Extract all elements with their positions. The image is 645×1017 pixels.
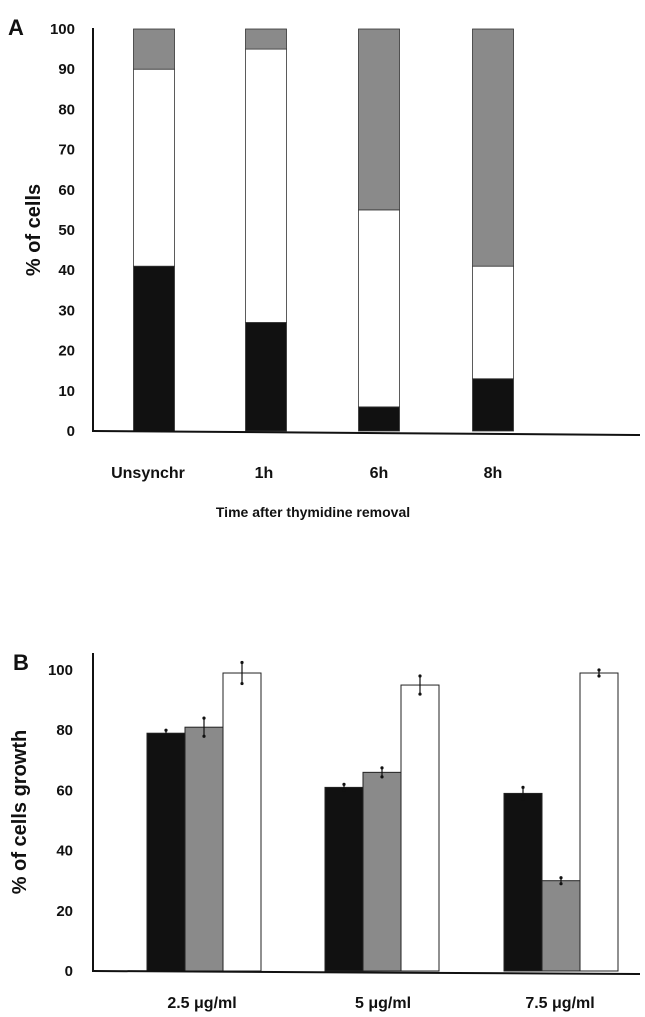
chart-b-error-cap [240, 681, 244, 686]
chart-b-error-cap [597, 674, 601, 678]
chart-a-bar-segment [133, 68, 175, 267]
chart-a-y-axis-title: % of cells [23, 184, 45, 276]
chart-b-error-cap [164, 728, 168, 732]
chart-a-x-axis [92, 430, 641, 436]
chart-b-bars [146, 672, 619, 972]
chart-b-error-bars [164, 660, 601, 886]
chart-a-y-tick-label: 80 [58, 101, 75, 118]
chart-b-bar [324, 786, 364, 972]
chart-b-x-axis [92, 970, 641, 975]
chart-b-bar [400, 684, 440, 972]
chart-a-bar-segment [245, 48, 287, 323]
chart-b-x-tick-label: 7.5 μg/ml [525, 995, 594, 1012]
chart-b-error-cap [202, 716, 206, 720]
chart-b-y-tick-label: 40 [56, 843, 73, 860]
chart-b-error-cap [559, 876, 563, 880]
chart-b-x-tick-label: 2.5 μg/ml [167, 995, 236, 1012]
chart-b-bar [503, 792, 543, 972]
chart-b-panel-label: B [13, 650, 29, 675]
chart-a-y-tick-label: 0 [67, 423, 75, 440]
chart-b-y-tick-label: 0 [65, 963, 73, 980]
chart-b-error-cap [342, 782, 346, 786]
chart-a-bar-segment [472, 265, 514, 380]
chart-a-bar-segment [472, 378, 514, 432]
chart-a-bar-segment [472, 28, 514, 267]
chart-b-error-cap [521, 797, 525, 802]
chart-b-y-tick-labels: 0 20 40 60 80 100 [48, 662, 73, 980]
chart-b-error-cap [521, 785, 525, 789]
chart-b-bar [541, 880, 581, 972]
chart-a-bar-segment [133, 28, 175, 70]
chart-b-bar [184, 726, 224, 972]
chart-a-bar-segment [358, 28, 400, 211]
chart-a-y-tick-label: 70 [58, 142, 75, 159]
chart-a-bars [133, 28, 514, 432]
chart-b-error-cap [240, 660, 244, 665]
chart-b-error-cap [380, 766, 384, 770]
chart-a-y-tick-label: 90 [58, 61, 75, 78]
chart-b-bar [579, 672, 619, 972]
chart-b-error-cap [380, 775, 384, 779]
chart-a-y-tick-label: 100 [50, 21, 75, 38]
chart-a-x-axis-title: Time after thymidine removal [216, 504, 410, 520]
chart-a-bar-segment [358, 209, 400, 408]
chart-b-bar [362, 771, 402, 972]
chart-a-panel-label: A [8, 15, 24, 40]
chart-b-y-tick-label: 20 [56, 903, 73, 920]
chart-b-x-tick-label: 5 μg/ml [355, 995, 411, 1012]
chart-a-bar-segment [245, 28, 287, 50]
chart-b-y-axis-title: % of cells growth [9, 730, 31, 894]
chart-b-error-cap [597, 668, 601, 672]
chart-b-y-tick-label: 100 [48, 662, 73, 679]
chart-b-y-tick-label: 80 [56, 722, 73, 739]
chart-a-y-tick-label: 40 [58, 262, 75, 279]
chart-b-error-cap [559, 882, 563, 886]
chart-a-x-tick-label: 6h [370, 465, 389, 482]
chart-b: B 0 20 40 60 80 100 2.5 μg/ml 5 μg/ml 7.5 μg/ml… [9, 650, 641, 1012]
chart-b-error-cap [418, 692, 422, 696]
chart-a-y-tick-label: 20 [58, 343, 75, 360]
chart-a-x-tick-label: 1h [255, 465, 274, 482]
chart-a-bar-segment [358, 406, 400, 432]
chart-b-bar [222, 672, 262, 972]
chart-b-error-cap [342, 788, 346, 793]
chart-b-y-tick-label: 60 [56, 782, 73, 799]
chart-b-error-cap [164, 734, 168, 738]
chart-a-x-tick-labels: Unsynchr 1h 6h 8h [111, 465, 502, 482]
chart-a-bar-segment [245, 322, 287, 432]
chart-a-y-tick-label: 30 [58, 302, 75, 319]
chart-a-x-tick-label: Unsynchr [111, 465, 185, 482]
chart-a-y-tick-labels: 0 10 20 30 40 50 60 70 80 90 100 [50, 21, 75, 440]
chart-b-bar [146, 732, 186, 972]
chart-a-x-tick-label: 8h [484, 465, 503, 482]
chart-a-y-tick-label: 60 [58, 182, 75, 199]
chart-a-y-tick-label: 10 [58, 383, 75, 400]
chart-b-error-cap [202, 734, 206, 738]
chart-a-y-tick-label: 50 [58, 222, 75, 239]
chart-b-error-cap [418, 674, 422, 678]
chart-a-bar-segment [133, 265, 175, 432]
chart-b-x-tick-labels: 2.5 μg/ml 5 μg/ml 7.5 μg/ml [167, 995, 594, 1012]
